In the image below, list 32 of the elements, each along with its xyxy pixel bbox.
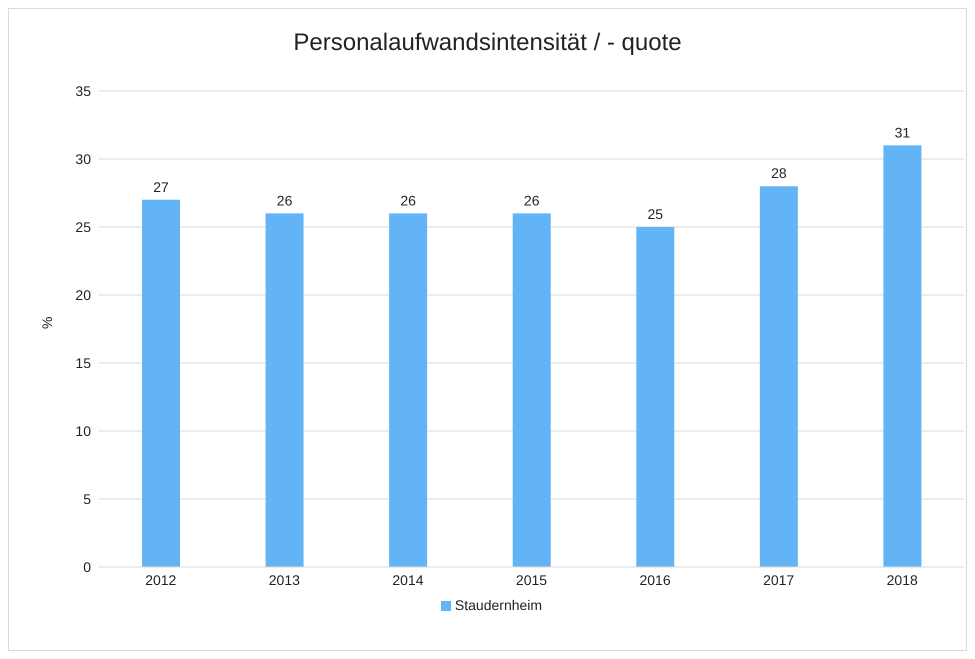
y-tick-label: 20 xyxy=(75,286,92,303)
bar xyxy=(266,213,304,567)
x-tick-label: 2015 xyxy=(516,572,548,588)
data-label: 31 xyxy=(894,124,910,140)
x-tick-label: 2013 xyxy=(268,572,300,588)
data-label: 28 xyxy=(771,165,787,182)
data-label: 26 xyxy=(524,192,540,208)
bar xyxy=(142,200,180,567)
y-tick-label: 30 xyxy=(75,150,92,167)
x-tick-label: 2018 xyxy=(886,572,918,588)
bar xyxy=(512,213,551,567)
y-tick-label: 35 xyxy=(75,82,92,99)
data-label: 27 xyxy=(153,178,169,195)
data-label: 25 xyxy=(647,206,664,222)
x-tick-label: 2017 xyxy=(763,572,794,588)
bar xyxy=(883,145,922,567)
y-tick-label: 15 xyxy=(75,354,92,371)
y-tick-label: 25 xyxy=(75,218,92,235)
y-axis-title: % xyxy=(38,316,55,329)
data-label: 26 xyxy=(400,192,416,208)
bar xyxy=(389,213,428,567)
y-tick-label: 0 xyxy=(83,558,92,575)
y-tick-label: 10 xyxy=(75,422,92,439)
bar xyxy=(760,186,798,567)
data-label: 26 xyxy=(276,192,293,208)
legend-label: Staudernheim xyxy=(454,597,542,613)
x-tick-label: 2016 xyxy=(639,572,671,588)
bar xyxy=(636,227,674,567)
y-tick-label: 5 xyxy=(83,490,92,507)
x-tick-label: 2014 xyxy=(392,572,424,588)
x-tick-label: 2012 xyxy=(145,572,177,588)
chart-title: Personalaufwandsintensität / - quote xyxy=(292,29,683,57)
